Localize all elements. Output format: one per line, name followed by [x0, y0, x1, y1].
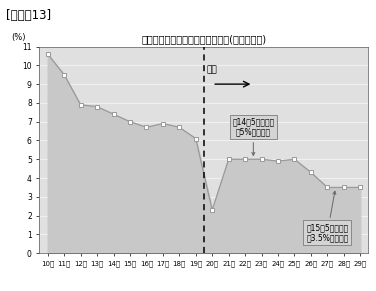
- Text: 第14次5ヵ年計画
（5%前後へ）: 第14次5ヵ年計画 （5%前後へ）: [232, 117, 274, 155]
- Title: ニッセイ基礎研究所の中期見通し(経済成長率): ニッセイ基礎研究所の中期見通し(経済成長率): [141, 34, 267, 45]
- Text: 第15次5ヵ年計画
（3.5%前後へ）: 第15次5ヵ年計画 （3.5%前後へ）: [306, 191, 349, 242]
- Text: [図表－13]: [図表－13]: [6, 9, 51, 22]
- Text: (%): (%): [12, 33, 26, 42]
- Text: 予測: 予測: [207, 66, 218, 75]
